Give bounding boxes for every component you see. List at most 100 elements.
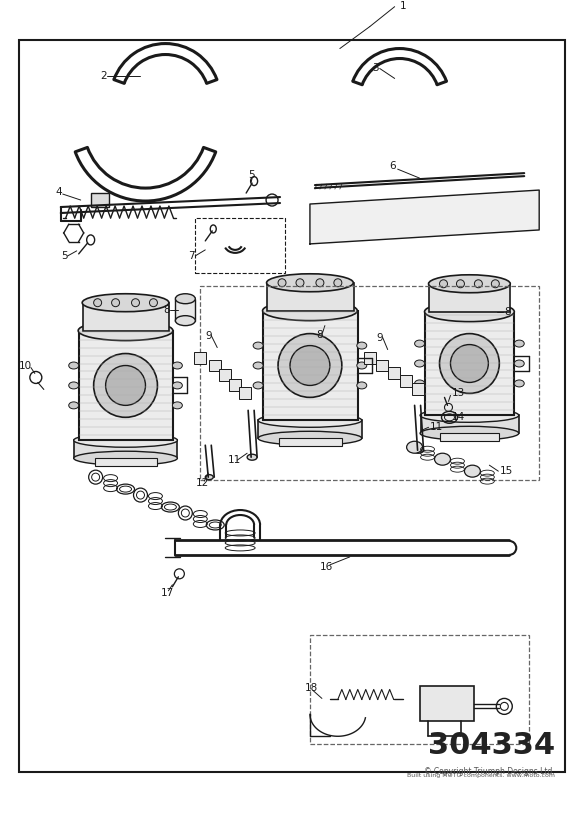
Circle shape	[106, 366, 146, 405]
Bar	[424, 311, 514, 415]
Circle shape	[278, 334, 342, 397]
Bar	[267, 283, 354, 311]
Circle shape	[334, 279, 342, 287]
Bar	[279, 438, 342, 447]
Ellipse shape	[175, 293, 195, 304]
Text: 8: 8	[504, 307, 511, 316]
Circle shape	[149, 299, 157, 307]
Ellipse shape	[413, 447, 424, 453]
Ellipse shape	[320, 325, 340, 335]
Ellipse shape	[205, 475, 213, 480]
Bar	[440, 433, 499, 442]
Bar	[479, 299, 499, 321]
Circle shape	[94, 353, 157, 417]
Bar	[375, 359, 388, 372]
Bar	[263, 311, 358, 420]
Ellipse shape	[253, 342, 263, 349]
Text: 7: 7	[188, 250, 195, 261]
Ellipse shape	[247, 454, 257, 460]
Bar	[83, 302, 170, 330]
Text: Built using MOTO components. www.moto.com: Built using MOTO components. www.moto.co…	[407, 773, 555, 778]
Ellipse shape	[514, 360, 524, 367]
Circle shape	[94, 299, 101, 307]
Text: 9: 9	[377, 333, 384, 343]
Ellipse shape	[78, 321, 173, 340]
Bar	[258, 420, 362, 438]
Text: 13: 13	[451, 388, 465, 399]
Circle shape	[491, 280, 499, 288]
Ellipse shape	[424, 302, 514, 321]
Bar	[364, 352, 375, 363]
Ellipse shape	[479, 293, 499, 304]
Text: 8: 8	[316, 330, 322, 339]
Bar	[91, 193, 108, 207]
Bar	[429, 283, 510, 311]
Ellipse shape	[514, 340, 524, 347]
Circle shape	[451, 344, 489, 382]
Ellipse shape	[415, 360, 424, 367]
Circle shape	[440, 334, 499, 393]
Ellipse shape	[415, 340, 424, 347]
Ellipse shape	[357, 362, 367, 369]
Ellipse shape	[173, 362, 182, 369]
Text: 18: 18	[305, 683, 318, 694]
Circle shape	[111, 299, 120, 307]
Polygon shape	[310, 190, 539, 244]
Bar	[19, 40, 565, 772]
Text: 12: 12	[195, 478, 209, 488]
Circle shape	[440, 280, 448, 288]
Circle shape	[456, 280, 465, 288]
Ellipse shape	[69, 362, 79, 369]
Circle shape	[278, 279, 286, 287]
Bar	[79, 330, 173, 440]
Ellipse shape	[420, 409, 519, 423]
Ellipse shape	[175, 316, 195, 325]
Bar	[420, 415, 519, 433]
Bar	[194, 352, 206, 363]
Bar	[94, 458, 157, 466]
Bar	[239, 387, 251, 400]
Text: 6: 6	[389, 162, 396, 171]
Ellipse shape	[253, 362, 263, 369]
Ellipse shape	[262, 301, 357, 321]
Text: 5: 5	[248, 170, 255, 180]
Ellipse shape	[434, 453, 451, 466]
Bar	[73, 440, 177, 458]
Bar	[229, 380, 241, 391]
Ellipse shape	[69, 402, 79, 409]
Text: 16: 16	[320, 562, 333, 572]
Bar	[320, 309, 340, 330]
Bar	[399, 376, 412, 387]
Ellipse shape	[357, 342, 367, 349]
Bar	[219, 369, 231, 382]
Ellipse shape	[514, 380, 524, 387]
Text: 1: 1	[399, 1, 406, 11]
Circle shape	[316, 279, 324, 287]
Text: 4: 4	[56, 187, 62, 197]
Ellipse shape	[253, 382, 263, 389]
Ellipse shape	[479, 316, 499, 325]
Text: 17: 17	[160, 588, 174, 597]
Ellipse shape	[420, 426, 519, 440]
Ellipse shape	[258, 431, 362, 445]
Ellipse shape	[258, 414, 362, 428]
Ellipse shape	[173, 382, 182, 389]
Ellipse shape	[320, 304, 340, 314]
Bar	[201, 286, 539, 480]
Ellipse shape	[266, 274, 353, 292]
Bar	[388, 368, 399, 380]
Text: 14: 14	[451, 412, 465, 423]
Ellipse shape	[357, 382, 367, 389]
Ellipse shape	[73, 433, 177, 447]
Bar	[310, 634, 529, 744]
Ellipse shape	[73, 452, 177, 466]
Text: 8: 8	[163, 305, 170, 315]
Bar	[195, 218, 285, 273]
Text: © Copyright Triumph Designs Ltd.: © Copyright Triumph Designs Ltd.	[424, 767, 555, 776]
Bar	[209, 359, 221, 372]
Ellipse shape	[69, 382, 79, 389]
Ellipse shape	[429, 274, 510, 293]
Ellipse shape	[406, 442, 423, 453]
Text: 9: 9	[205, 330, 212, 340]
Bar	[175, 299, 195, 321]
